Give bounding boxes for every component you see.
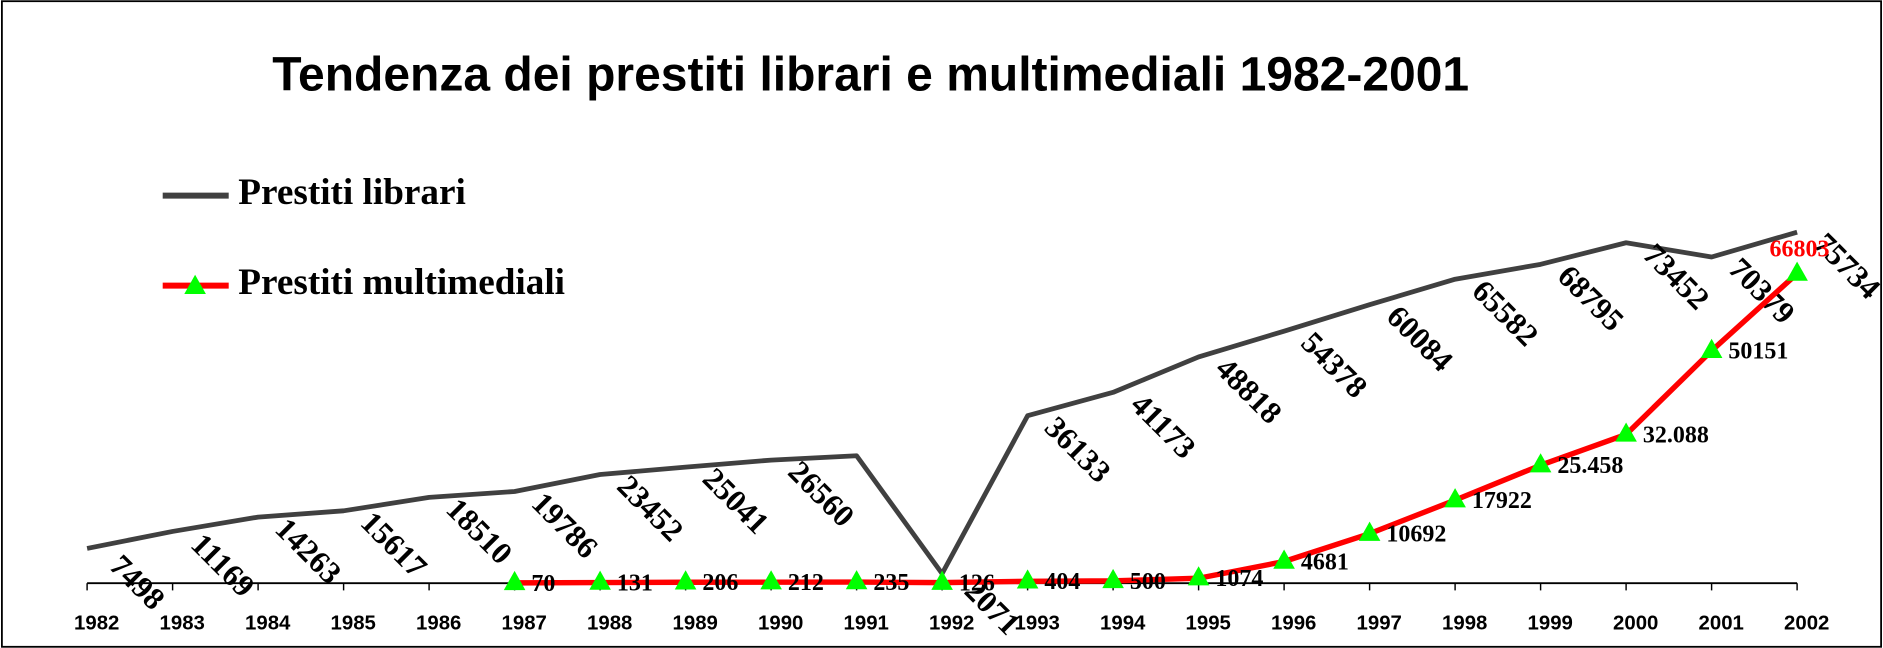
- data-label: 10692: [1386, 522, 1446, 548]
- x-tick-label: 1996: [1271, 612, 1316, 634]
- x-tick-label: 1994: [1100, 612, 1146, 634]
- legend-marker: [184, 274, 206, 294]
- series-line: [514, 271, 1799, 586]
- chart-title: Tendenza dei prestiti librari e multimed…: [272, 49, 1469, 102]
- data-label: 212: [788, 570, 824, 596]
- marker: [760, 570, 782, 590]
- data-label: 500: [1130, 569, 1166, 595]
- x-tick-label: 1984: [245, 612, 291, 634]
- x-tick-label: 1992: [929, 612, 974, 634]
- marker: [931, 570, 953, 590]
- marker: [1529, 453, 1552, 473]
- marker: [589, 570, 611, 590]
- data-label: 1074: [1215, 566, 1263, 592]
- marker: [503, 570, 526, 591]
- x-tick-label: 1982: [74, 612, 119, 634]
- marker: [1187, 566, 1210, 586]
- x-tick-label: 1993: [1015, 612, 1060, 634]
- x-tick-label: 1998: [1442, 612, 1487, 634]
- x-tick-label: 1991: [844, 612, 889, 634]
- data-label: 4681: [1301, 549, 1349, 575]
- data-label: 126: [959, 571, 995, 597]
- marker: [1102, 568, 1124, 589]
- x-tick-label: 1990: [758, 612, 803, 634]
- marker: [1358, 521, 1381, 541]
- x-tick-label: 1985: [331, 612, 376, 634]
- marker: [1273, 549, 1295, 569]
- x-tick-label: 2000: [1613, 612, 1658, 634]
- x-tick-label: 1999: [1528, 612, 1573, 634]
- data-label: 235: [873, 570, 909, 596]
- data-label: 66803: [1770, 236, 1830, 262]
- marker: [1786, 261, 1808, 281]
- legend-label: Prestiti librari: [238, 172, 466, 213]
- marker: [1444, 488, 1466, 508]
- x-tick-label: 1989: [673, 612, 718, 634]
- x-tick-label: 1995: [1186, 612, 1231, 634]
- x-tick-label: 2002: [1784, 612, 1829, 634]
- data-label: 404: [1044, 569, 1080, 595]
- x-tick-label: 1986: [416, 612, 461, 634]
- x-tick-label: 2001: [1699, 612, 1744, 634]
- data-label: 32.088: [1643, 422, 1709, 448]
- marker: [1016, 569, 1039, 589]
- marker: [1700, 338, 1723, 358]
- data-label: 17922: [1472, 488, 1532, 514]
- data-label: 50151: [1728, 339, 1788, 365]
- legend-label: Prestiti multimediali: [238, 262, 565, 303]
- data-label: 25.458: [1557, 453, 1623, 479]
- marker: [845, 570, 868, 590]
- data-label: 206: [702, 570, 738, 596]
- data-label: 70: [531, 571, 555, 597]
- x-tick-label: 1983: [160, 612, 205, 634]
- data-label: 131: [617, 570, 653, 596]
- x-tick-label: 1988: [587, 612, 632, 634]
- x-tick-label: 1987: [502, 612, 547, 634]
- marker: [1615, 422, 1637, 442]
- marker: [674, 570, 697, 590]
- x-tick-label: 1997: [1357, 612, 1402, 634]
